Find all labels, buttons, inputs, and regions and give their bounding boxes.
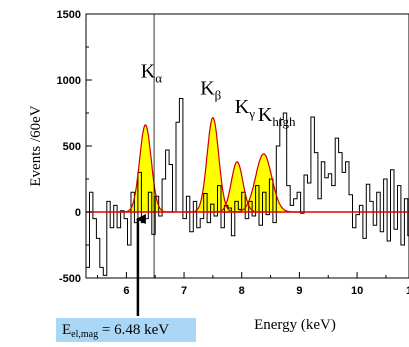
peak-label-3: Khigh bbox=[258, 104, 296, 129]
x-tick-label-1: 7 bbox=[181, 285, 187, 297]
peak-fill-0 bbox=[116, 124, 175, 212]
peak-fill-3 bbox=[223, 153, 304, 212]
histogram-layer bbox=[86, 98, 409, 276]
plot-area bbox=[86, 14, 409, 278]
peak-label-0: Kα bbox=[141, 60, 162, 85]
peak-fill-2 bbox=[208, 161, 266, 212]
y-axis-title: Events /60eV bbox=[28, 105, 44, 186]
x-axis: 6 7 8 9 10 1 bbox=[97, 272, 409, 297]
peak-label-2: Kγ bbox=[235, 96, 255, 121]
histogram-steps bbox=[86, 98, 409, 276]
y-axis: -500 0 500 1000 1500 bbox=[57, 9, 92, 285]
x-tick-label-2: 8 bbox=[239, 285, 245, 297]
y-tick-label-2: 500 bbox=[63, 141, 81, 153]
x-tick-label-5: 1 bbox=[406, 285, 409, 297]
x-axis-title: Energy (keV) bbox=[254, 317, 336, 333]
x-tick-label-3: 9 bbox=[296, 285, 302, 297]
y-tick-label-1: 0 bbox=[75, 207, 81, 219]
callout-base: E bbox=[62, 322, 72, 338]
callout-value: = 6.48 keV bbox=[101, 322, 170, 338]
y-tick-label-4: 1500 bbox=[57, 9, 81, 21]
y-tick-label-3: 1000 bbox=[57, 75, 81, 87]
plot-frame bbox=[85, 13, 409, 279]
fit-fills bbox=[116, 117, 304, 212]
x-tick-label-0: 6 bbox=[123, 285, 129, 297]
x-tick-label-4: 10 bbox=[351, 285, 363, 297]
peak-labels: Kα Kβ Kγ Khigh bbox=[141, 60, 296, 129]
peak-fill-1 bbox=[184, 117, 242, 212]
callout-sub: el,mag bbox=[71, 329, 99, 340]
energy-callout: Eel,mag = 6.48 keV bbox=[56, 318, 196, 342]
y-tick-label-0: -500 bbox=[59, 273, 81, 285]
peak-label-1: Kβ bbox=[200, 78, 221, 103]
